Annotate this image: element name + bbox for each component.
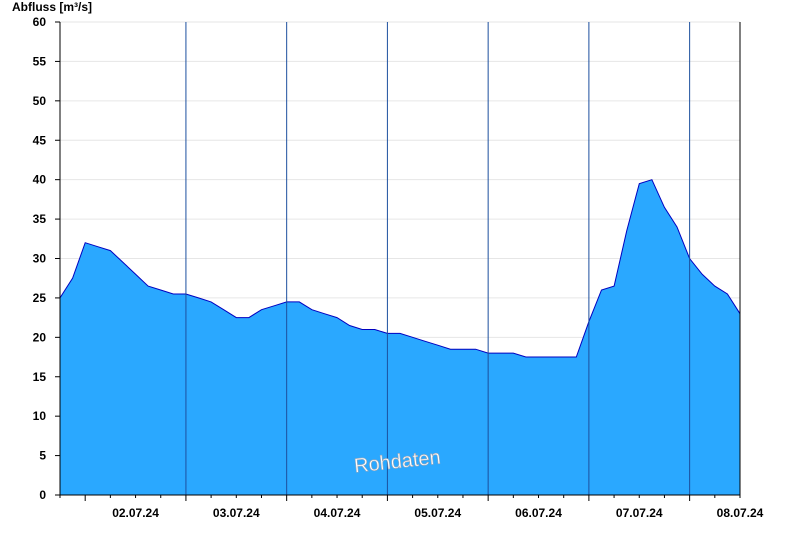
y-tick-label: 25 [33, 291, 47, 305]
x-tick-label: 02.07.24 [112, 506, 159, 520]
x-tick-label: 05.07.24 [414, 506, 461, 520]
x-tick-label: 04.07.24 [314, 506, 361, 520]
discharge-area [60, 179, 740, 495]
y-tick-label: 50 [33, 94, 47, 108]
y-tick-label: 45 [33, 133, 47, 147]
y-tick-label: 0 [39, 488, 46, 502]
y-tick-label: 5 [39, 449, 46, 463]
y-axis-label: Abfluss [m³/s] [12, 0, 93, 14]
y-tick-label: 35 [33, 212, 47, 226]
discharge-line [59, 179, 741, 358]
x-tick-label: 07.07.24 [616, 506, 663, 520]
y-tick-label: 15 [33, 370, 47, 384]
x-tick-label: 06.07.24 [515, 506, 562, 520]
y-tick-label: 60 [33, 15, 47, 29]
x-tick-label: 08.07.24 [717, 506, 764, 520]
y-tick-label: 40 [33, 173, 47, 187]
y-tick-label: 10 [33, 409, 47, 423]
x-tick-label: 03.07.24 [213, 506, 260, 520]
y-tick-label: 55 [33, 54, 47, 68]
y-tick-label: 30 [33, 252, 47, 266]
y-tick-label: 20 [33, 330, 47, 344]
